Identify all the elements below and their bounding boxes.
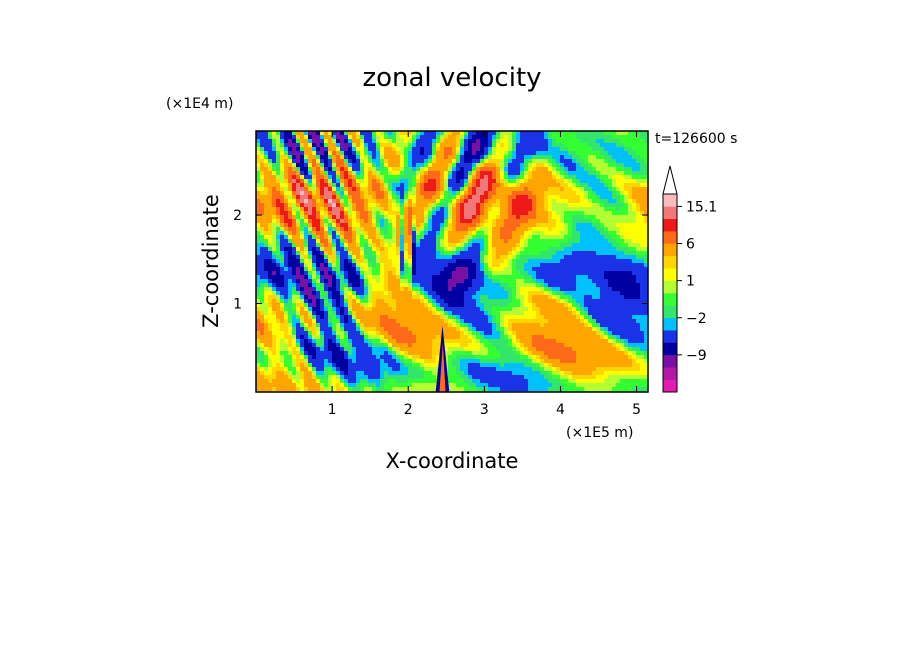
x-unit-label: (×1E5 m) (566, 425, 633, 441)
colorbar-label: 15.1 (686, 199, 717, 215)
y-unit-label: (×1E4 m) (166, 96, 233, 112)
time-label: t=126600 s (655, 131, 737, 147)
y-axis-title: Z-coordinate (199, 194, 223, 328)
colorbar-label: −2 (686, 311, 707, 327)
colorbar: 15.1 6 1 −2 −9 (662, 165, 717, 393)
colorbar-swatch (663, 206, 677, 220)
x-tick-label: 3 (480, 402, 489, 418)
colorbar-swatch (663, 255, 677, 269)
y-tick-label: 1 (233, 297, 242, 313)
colorbar-label: 6 (686, 237, 695, 253)
colorbar-frame (662, 193, 678, 393)
y-tick-label: 2 (233, 208, 242, 224)
colorbar-label: 1 (686, 274, 695, 290)
y-axis: 12 (233, 208, 648, 313)
x-tick-label: 4 (556, 402, 565, 418)
colorbar-swatch (663, 218, 677, 232)
colorbar-swatch (663, 194, 677, 207)
x-tick-label: 5 (632, 402, 641, 418)
colorbar-swatch (663, 268, 677, 281)
colorbar-swatch (663, 280, 677, 294)
colorbar-extension (662, 165, 678, 195)
colorbar-swatch (663, 231, 677, 244)
colorbar-swatch (663, 243, 677, 257)
colorbar-swatch (663, 379, 677, 393)
plot-area (255, 130, 649, 393)
colorbar-swatch (663, 293, 677, 306)
plot-frame (255, 130, 649, 393)
x-axis: 1 2 3 4 5 (328, 131, 641, 418)
colorbar-label: −9 (686, 348, 707, 364)
velocity-field (256, 131, 648, 392)
x-tick-label: 2 (404, 402, 413, 418)
colorbar-swatch (663, 317, 677, 331)
colorbar-swatch (663, 330, 677, 343)
x-tick-label: 1 (328, 402, 337, 418)
colorbar-swatch (663, 342, 677, 356)
colorbar-swatch (663, 305, 677, 319)
colorbar-swatch (663, 354, 677, 368)
wave-spike-core (439, 343, 446, 392)
chart-title: zonal velocity (362, 63, 541, 93)
colorbar-swatch (663, 367, 677, 380)
x-axis-title: X-coordinate (386, 449, 519, 473)
